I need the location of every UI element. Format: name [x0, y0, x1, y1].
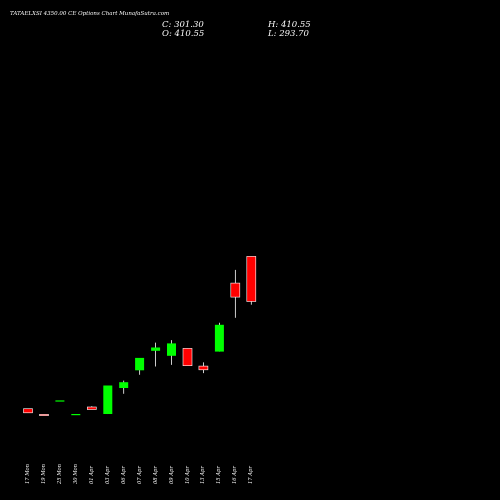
candle-body — [167, 343, 176, 356]
x-tick-label: 08 Apr — [152, 466, 159, 484]
high-value: H: 410.55 — [268, 20, 311, 30]
x-tick-label: 19 Mon — [40, 463, 47, 484]
candle-body — [214, 324, 224, 352]
open-value: O: 410.55 — [162, 29, 205, 39]
candle-body — [151, 347, 161, 351]
x-tick-label: 15 Apr — [216, 466, 223, 484]
close-value: C: 301.30 — [162, 20, 204, 30]
candle-body — [71, 414, 81, 416]
candle-body — [135, 357, 145, 371]
x-tick-label: 03 Apr — [104, 466, 111, 484]
x-tick-label: 13 Apr — [200, 466, 207, 484]
candle-body — [246, 256, 257, 302]
candle-body — [39, 414, 49, 416]
x-tick-label: 09 Apr — [168, 466, 175, 484]
candle-body — [119, 382, 129, 388]
low-value: L: 293.70 — [268, 29, 309, 39]
x-tick-label: 16 Apr — [232, 466, 239, 484]
x-tick-label: 01 Apr — [88, 466, 95, 484]
candle-body — [182, 348, 193, 366]
x-tick-label: 06 Apr — [120, 466, 127, 484]
x-tick-label: 30 Mon — [72, 463, 79, 484]
candle-body — [230, 282, 241, 298]
candle-body — [103, 385, 113, 414]
chart-title: TATAELXSI 4350.00 CE Options Chart Munaf… — [10, 11, 170, 17]
x-tick-label: 25 Mon — [56, 463, 63, 484]
candle-body — [198, 365, 209, 371]
x-tick-label: 17 Mon — [25, 463, 31, 484]
candle-body — [55, 400, 65, 402]
candles-group — [23, 256, 257, 416]
x-tick-label: 07 Apr — [136, 466, 143, 484]
candle-body — [23, 408, 33, 414]
x-tick-label: 10 Apr — [184, 466, 191, 484]
candle-body — [87, 406, 97, 410]
x-tick-label: 17 Apr — [248, 466, 255, 484]
